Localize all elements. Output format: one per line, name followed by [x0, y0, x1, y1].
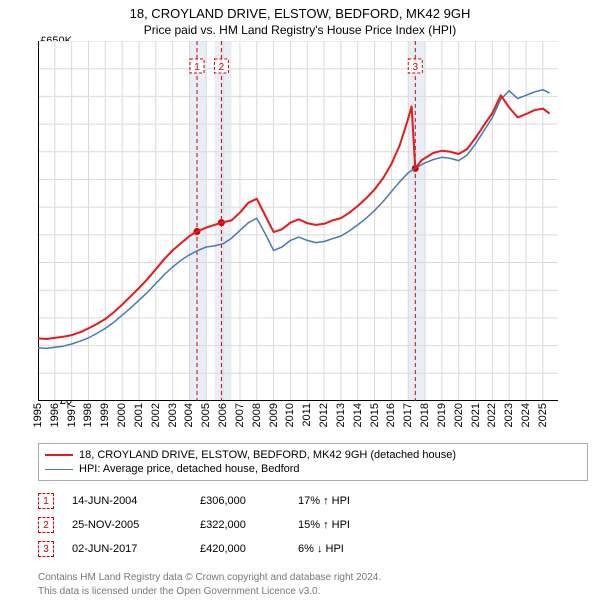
- legend: 18, CROYLAND DRIVE, ELSTOW, BEDFORD, MK4…: [38, 443, 588, 481]
- x-tick-label: 2000: [116, 403, 128, 427]
- chart-title: 18, CROYLAND DRIVE, ELSTOW, BEDFORD, MK4…: [0, 0, 600, 21]
- footer-line: This data is licensed under the Open Gov…: [38, 585, 588, 599]
- event-price: £306,000: [200, 495, 280, 507]
- x-tick-label: 2002: [150, 403, 162, 427]
- x-tick-label: 2025: [537, 403, 549, 427]
- x-tick-label: 2014: [352, 403, 364, 427]
- event-delta: 15% ↑ HPI: [298, 519, 388, 531]
- event-date: 02-JUN-2017: [72, 543, 182, 555]
- legend-row-hpi: HPI: Average price, detached house, Bedf…: [45, 462, 581, 476]
- x-tick-label: 2015: [369, 403, 381, 427]
- x-tick-label: 2017: [402, 403, 414, 427]
- x-tick-label: 2004: [183, 403, 195, 427]
- event-row: 3 02-JUN-2017 £420,000 6% ↓ HPI: [38, 537, 588, 561]
- x-tick-label: 2024: [520, 403, 532, 427]
- x-tick-label: 2005: [200, 403, 212, 427]
- svg-text:2: 2: [219, 62, 225, 73]
- x-tick-label: 2006: [217, 403, 229, 427]
- x-axis-labels: 1995199619971998199920002001200220032004…: [38, 401, 598, 437]
- x-tick-label: 2016: [385, 403, 397, 427]
- footer-line: Contains HM Land Registry data © Crown c…: [38, 571, 588, 585]
- event-marker-icon: 1: [38, 493, 54, 509]
- x-tick-label: 2022: [486, 403, 498, 427]
- x-tick-label: 1997: [66, 403, 78, 427]
- legend-swatch-hpi: [45, 469, 73, 470]
- event-row: 2 25-NOV-2005 £322,000 15% ↑ HPI: [38, 513, 588, 537]
- x-tick-label: 1996: [49, 403, 61, 427]
- x-tick-label: 1995: [32, 403, 44, 427]
- legend-label-property: 18, CROYLAND DRIVE, ELSTOW, BEDFORD, MK4…: [79, 449, 456, 461]
- legend-swatch-property: [45, 454, 73, 456]
- x-tick-label: 2001: [133, 403, 145, 427]
- chart-container: 18, CROYLAND DRIVE, ELSTOW, BEDFORD, MK4…: [0, 0, 600, 608]
- event-marker-icon: 3: [38, 541, 54, 557]
- event-marker-icon: 2: [38, 517, 54, 533]
- x-tick-label: 2010: [284, 403, 296, 427]
- chart-subtitle: Price paid vs. HM Land Registry's House …: [0, 21, 600, 41]
- x-tick-label: 2007: [234, 403, 246, 427]
- x-tick-label: 2021: [470, 403, 482, 427]
- x-tick-label: 2013: [335, 403, 347, 427]
- svg-text:1: 1: [194, 62, 200, 73]
- events-table: 1 14-JUN-2004 £306,000 17% ↑ HPI 2 25-NO…: [38, 489, 588, 561]
- x-tick-label: 2012: [318, 403, 330, 427]
- x-tick-label: 2011: [301, 403, 313, 427]
- x-tick-label: 2019: [436, 403, 448, 427]
- x-tick-label: 2008: [251, 403, 263, 427]
- x-tick-label: 1999: [99, 403, 111, 427]
- x-tick-label: 2023: [503, 403, 515, 427]
- chart-area: £0£50K£100K£150K£200K£250K£300K£350K£400…: [38, 41, 598, 401]
- x-tick-label: 2003: [167, 403, 179, 427]
- chart-plot: 1 2 3: [38, 41, 558, 401]
- event-row: 1 14-JUN-2004 £306,000 17% ↑ HPI: [38, 489, 588, 513]
- event-delta: 6% ↓ HPI: [298, 543, 388, 555]
- x-tick-label: 1998: [82, 403, 94, 427]
- event-date: 14-JUN-2004: [72, 495, 182, 507]
- svg-text:3: 3: [413, 62, 419, 73]
- x-tick-label: 2009: [268, 403, 280, 427]
- legend-row-property: 18, CROYLAND DRIVE, ELSTOW, BEDFORD, MK4…: [45, 448, 581, 462]
- event-date: 25-NOV-2005: [72, 519, 182, 531]
- event-price: £420,000: [200, 543, 280, 555]
- x-tick-label: 2020: [453, 403, 465, 427]
- legend-label-hpi: HPI: Average price, detached house, Bedf…: [79, 463, 300, 475]
- event-delta: 17% ↑ HPI: [298, 495, 388, 507]
- event-price: £322,000: [200, 519, 280, 531]
- x-tick-label: 2018: [419, 403, 431, 427]
